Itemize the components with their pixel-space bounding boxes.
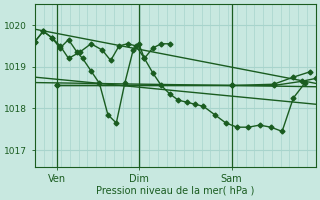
X-axis label: Pression niveau de la mer( hPa ): Pression niveau de la mer( hPa ) [96, 186, 254, 196]
